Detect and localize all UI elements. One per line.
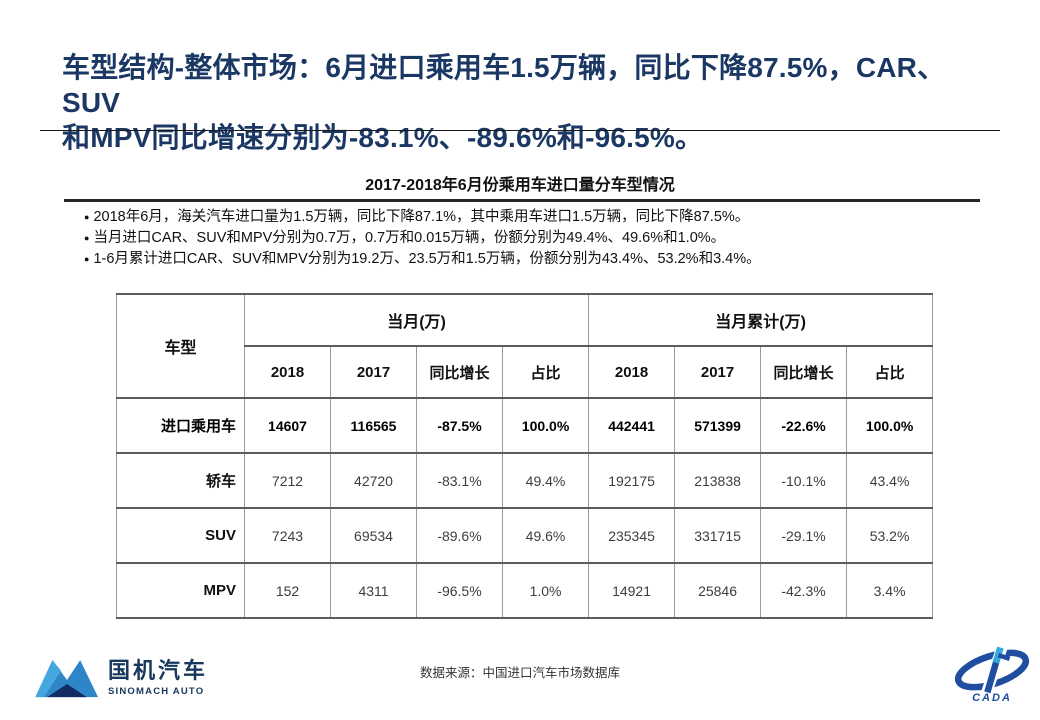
table-row: SUV 7243 69534 -89.6% 49.6% 235345 33171… <box>116 507 934 564</box>
table-cell: 7212 <box>244 452 331 509</box>
table-cell: 100.0% <box>846 397 934 454</box>
subheader-yoy: 同比增长 <box>416 345 503 399</box>
table-cell: 25846 <box>674 562 762 619</box>
import-volume-table: 车型 当月(万) 当月累计(万) 2018 2017 同比增长 占比 2018 … <box>116 293 934 619</box>
table-row: 进口乘用车 14607 116565 -87.5% 100.0% 442441 … <box>116 397 934 454</box>
sinomach-mountain-icon <box>35 660 99 698</box>
cada-logo: CADA <box>950 644 1034 704</box>
page-title-line2: 和MPV同比增速分别为-83.1%、-89.6%和-96.5%。 <box>62 122 704 153</box>
subheader-2017: 2017 <box>330 345 417 399</box>
bullet-item: ● 2018年6月，海关汽车进口量为1.5万辆，同比下降87.1%，其中乘用车进… <box>84 207 964 228</box>
table-cell: 152 <box>244 562 331 619</box>
subheader-2018: 2018 <box>244 345 331 399</box>
row-label: MPV <box>116 562 245 619</box>
header-cumulative-group: 当月累计(万) <box>588 293 934 347</box>
table-cell: 213838 <box>674 452 762 509</box>
table-title: 2017-2018年6月份乘用车进口量分车型情况 <box>365 177 675 194</box>
table-cell: -89.6% <box>416 507 503 564</box>
bullet-text: 1-6月累计进口CAR、SUV和MPV分别为19.2万、23.5万和1.5万辆，… <box>93 251 761 267</box>
bullet-text: 2018年6月，海关汽车进口量为1.5万辆，同比下降87.1%，其中乘用车进口1… <box>93 209 750 225</box>
row-label: 轿车 <box>116 452 245 509</box>
table-cell: 235345 <box>588 507 676 564</box>
bullet-text: 当月进口CAR、SUV和MPV分别为0.7万，0.7万和0.015万辆，份额分别… <box>93 230 726 246</box>
bullet-dot-icon: ● <box>84 254 90 264</box>
bullet-item: ● 1-6月累计进口CAR、SUV和MPV分别为19.2万、23.5万和1.5万… <box>84 249 964 270</box>
table-cell: 49.6% <box>501 507 590 564</box>
sinomach-name-en: SINOMACH AUTO <box>108 686 205 697</box>
row-label: 进口乘用车 <box>116 397 245 454</box>
table-header-group-row: 车型 当月(万) 当月累计(万) <box>116 293 934 399</box>
bullet-dot-icon: ● <box>84 233 90 243</box>
table-cell: 100.0% <box>501 397 590 454</box>
subheader-2017: 2017 <box>674 345 762 399</box>
header-month-group: 当月(万) <box>243 293 590 347</box>
table-cell: -96.5% <box>416 562 503 619</box>
table-row: MPV 152 4311 -96.5% 1.0% 14921 25846 -42… <box>116 562 934 619</box>
subheader-yoy: 同比增长 <box>760 345 848 399</box>
table-subheader-row: 2018 2017 同比增长 占比 2018 2017 同比增长 占比 <box>117 345 934 399</box>
table-cell: 442441 <box>588 397 676 454</box>
page-title-line1: 车型结构-整体市场：6月进口乘用车1.5万辆，同比下降87.5%，CAR、SUV <box>62 52 946 118</box>
data-source-note: 数据来源：中国进口汽车市场数据库 <box>419 666 620 680</box>
table-cell: -42.3% <box>760 562 848 619</box>
bullet-dot-icon: ● <box>84 212 90 222</box>
table-cell: 4311 <box>330 562 417 619</box>
table-cell: 331715 <box>674 507 762 564</box>
page-title: 车型结构-整体市场：6月进口乘用车1.5万辆，同比下降87.5%，CAR、SUV… <box>62 50 992 155</box>
subheader-share: 占比 <box>846 345 934 399</box>
sinomach-logo: 国机汽车 SINOMACH AUTO <box>34 651 208 705</box>
subheader-2018: 2018 <box>588 345 676 399</box>
table-cell: 7243 <box>244 507 331 564</box>
table-cell: 192175 <box>588 452 676 509</box>
sinomach-name-cn: 国机汽车 <box>108 658 209 683</box>
table-cell: 116565 <box>330 397 417 454</box>
table-cell: 571399 <box>674 397 762 454</box>
cada-ellipse-icon <box>954 644 1030 696</box>
bullet-list: ● 2018年6月，海关汽车进口量为1.5万辆，同比下降87.1%，其中乘用车进… <box>84 207 964 270</box>
table-cell: 14607 <box>244 397 331 454</box>
table-row: 轿车 7212 42720 -83.1% 49.4% 192175 213838… <box>116 452 934 509</box>
title-divider <box>40 130 1000 131</box>
table-cell: 53.2% <box>846 507 934 564</box>
table-cell: 14921 <box>588 562 676 619</box>
table-cell: 69534 <box>330 507 417 564</box>
row-label: SUV <box>116 507 245 564</box>
sinomach-logo-names: 国机汽车 SINOMACH AUTO <box>108 658 209 698</box>
bullet-item: ● 当月进口CAR、SUV和MPV分别为0.7万，0.7万和0.015万辆，份额… <box>84 228 964 249</box>
table-cell: -83.1% <box>416 452 503 509</box>
cada-logo-text: CADA <box>972 692 1012 704</box>
table-cell: -10.1% <box>760 452 848 509</box>
section-divider <box>64 199 980 202</box>
subheader-share: 占比 <box>501 345 590 399</box>
table-cell: 3.4% <box>846 562 934 619</box>
table-cell: 43.4% <box>846 452 934 509</box>
table-cell: -87.5% <box>416 397 503 454</box>
table-cell: -22.6% <box>760 397 848 454</box>
table-cell: 49.4% <box>501 452 590 509</box>
table-cell: -29.1% <box>760 507 848 564</box>
table-cell: 42720 <box>330 452 417 509</box>
table-cell: 1.0% <box>501 562 590 619</box>
header-vehicle-type: 车型 <box>116 293 245 399</box>
